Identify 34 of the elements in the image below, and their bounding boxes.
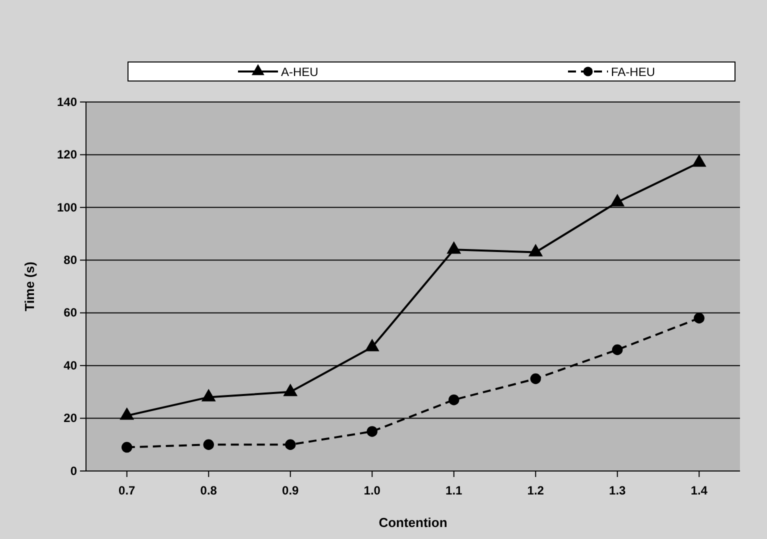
- point: [285, 439, 296, 450]
- point: [528, 244, 543, 256]
- legend-label: A-HEU: [281, 65, 318, 79]
- point: [694, 312, 704, 324]
- point: [610, 194, 625, 206]
- x-tick-label: 0.8: [200, 483, 218, 498]
- x-tick-label: 0.7: [118, 483, 136, 498]
- point: [530, 373, 541, 384]
- y-tick-label: 20: [64, 411, 78, 426]
- y-tick-label: 60: [64, 306, 78, 320]
- point: [692, 154, 706, 167]
- x-tick-label: 1.0: [364, 483, 381, 498]
- point: [203, 439, 214, 450]
- y-tick-label: 140: [56, 94, 78, 109]
- y-tick-label: 100: [56, 200, 78, 214]
- x-tick-label: 0.9: [282, 483, 300, 498]
- point: [612, 344, 623, 356]
- y-tick-label: 40: [64, 358, 78, 372]
- x-axis-title: Contention: [378, 515, 448, 530]
- y-tick-label: 80: [64, 252, 78, 267]
- y-tick-label: 120: [56, 148, 78, 162]
- x-tick-label: 1.4: [690, 483, 708, 498]
- point: [364, 338, 380, 352]
- point: [283, 384, 298, 396]
- point: [122, 442, 132, 453]
- x-tick-label: 1.1: [446, 483, 463, 498]
- x-tick-label: 1.2: [527, 483, 544, 498]
- y-tick-label: 0: [70, 464, 78, 478]
- legend-label: FA-HEU: [611, 65, 656, 79]
- point: [366, 426, 378, 437]
- point: [446, 241, 462, 254]
- point: [448, 394, 460, 406]
- y-axis-title: Time (s): [22, 262, 37, 312]
- x-tick-label: 1.3: [609, 483, 626, 498]
